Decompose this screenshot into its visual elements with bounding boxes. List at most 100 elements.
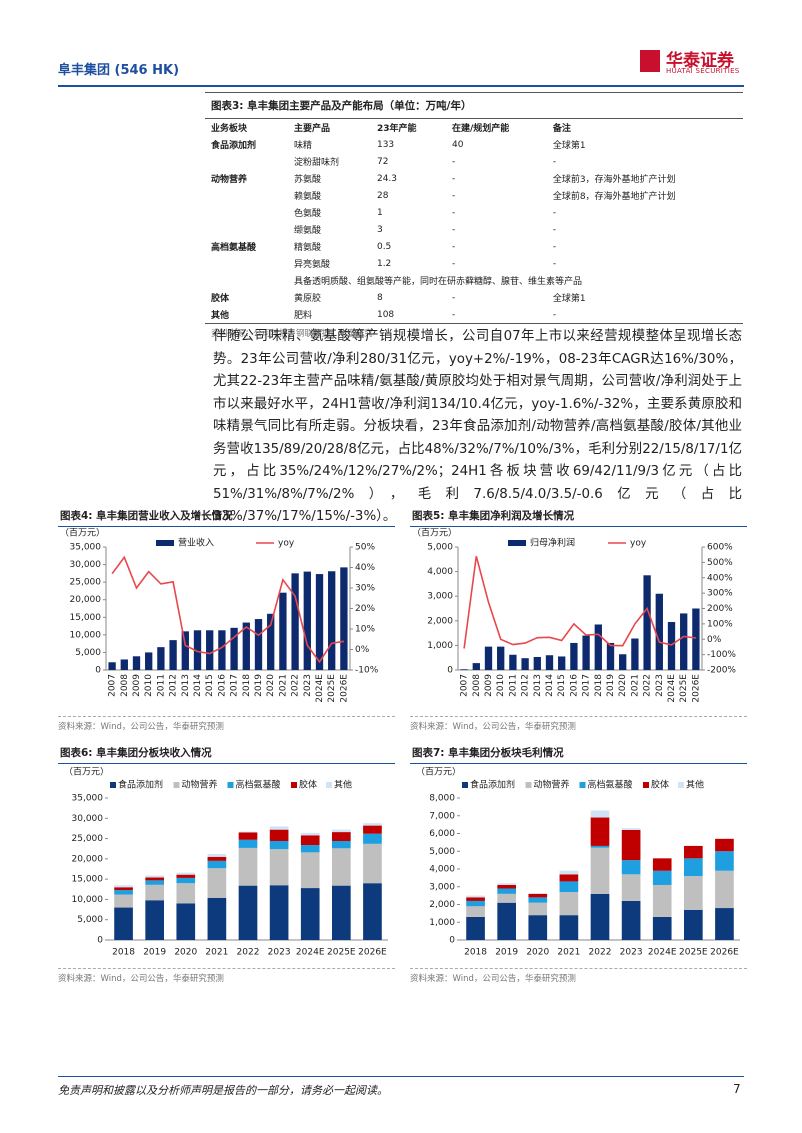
y-tick-label: 30,000 (72, 814, 104, 824)
bar-segment (621, 900, 641, 940)
bar-segment (684, 858, 703, 877)
bar (120, 659, 128, 670)
chart-panel: 图表4: 阜丰集团营业收入及增长情况 （百万元） 0 5,000 10,000 15,0… (58, 508, 395, 732)
unit-label: （百万元） (412, 528, 457, 539)
y-tick-label: 5,000 (427, 543, 453, 553)
bar-segment (590, 817, 610, 846)
x-tick-label: 2022 (237, 948, 260, 958)
legend-swatch (525, 782, 532, 788)
legend-label: 营业收入 (178, 537, 214, 549)
bar-segment (528, 897, 548, 903)
bar-segment (363, 833, 382, 844)
y-tick-label: 30,000 (70, 560, 102, 570)
table-cell: 味精 (293, 141, 312, 151)
table-cell: - (445, 306, 547, 324)
table-block: 图表3: 阜丰集团主要产品及产能布局（单位：万吨/年） 业务板块 主要产品 23年产… (205, 92, 743, 342)
footer-rule (58, 1076, 744, 1077)
bar-segment (559, 874, 579, 882)
table-cell: 全球前3，存海外基地扩产计划 (552, 175, 676, 185)
y-tick-label: 300% (707, 589, 733, 599)
bar (667, 622, 676, 670)
legend-swatch (173, 782, 180, 788)
bar (132, 656, 141, 670)
table-row: 胶体 黄原胶 8 - 全球第1 (205, 289, 743, 306)
column-header: 在建/规划产能 (451, 124, 510, 134)
bar (230, 627, 238, 670)
legend-label: 动物营养 (182, 779, 218, 791)
x-tick-label: 2012 (521, 674, 531, 697)
legend-label: 胶体 (651, 779, 669, 791)
bar-segment (114, 885, 133, 888)
table-cell: 其他 (205, 306, 288, 324)
y-tick-label: 5,000 (429, 847, 455, 857)
x-tick-label: 2010 (144, 674, 154, 697)
legend-swatch (291, 782, 297, 788)
y-tick-label: 400% (707, 573, 733, 583)
table-cell: 24.3 (376, 173, 398, 184)
x-tick-label: 2018 (594, 674, 604, 697)
bar-segment (621, 860, 641, 875)
bar (472, 663, 480, 670)
x-tick-label: 2020 (266, 674, 276, 697)
x-tick-label: 2017 (582, 674, 592, 697)
x-tick-label: 2026E (358, 948, 387, 958)
page-number: 7 (733, 1082, 741, 1096)
bar-segment (497, 888, 516, 894)
bar-segment (466, 895, 485, 898)
table-cell: 食品添加剂 (211, 141, 257, 151)
bar (643, 575, 651, 670)
x-tick-label: 2023 (268, 948, 291, 958)
y-tick-label: 15,000 (70, 613, 102, 623)
bar-segment (114, 894, 133, 908)
y-tick-label: 600% (707, 543, 733, 553)
bar-segment (621, 828, 641, 830)
line-series (111, 555, 345, 664)
bar-segment (114, 887, 133, 891)
table-cell: 全球第1 (552, 294, 586, 304)
legend-label: 食品添加剂 (470, 779, 515, 791)
y-tick-label: 0 (447, 666, 453, 676)
unit-label: （百万元） (60, 528, 105, 539)
bar (315, 574, 324, 670)
y-tick-label: 2,000 (429, 900, 455, 910)
bar-segment (332, 841, 351, 849)
x-tick-label: 2022 (589, 948, 612, 958)
bar-segment (207, 897, 227, 940)
bar (594, 624, 602, 670)
bar-segment (652, 858, 672, 871)
bar (328, 571, 336, 670)
x-tick-label: 2017 (230, 674, 240, 697)
x-tick-label: 2013 (181, 674, 191, 697)
logo-icon (640, 50, 660, 72)
y-tick-label: 3,000 (427, 592, 453, 602)
bar-segment (300, 832, 320, 836)
legend-label: 其他 (334, 779, 352, 791)
bar-segment (300, 835, 320, 846)
bar-segment (300, 845, 320, 853)
bar (157, 647, 165, 670)
table-cell: 全球前8，存海外基地扩产计划 (552, 192, 676, 202)
table-cell: - (552, 241, 557, 252)
y-tick-label: 0% (707, 635, 722, 645)
bar-segment (269, 849, 289, 886)
table-cell: 全球第1 (552, 141, 586, 151)
x-tick-label: 2010 (496, 674, 506, 697)
bar-segment (528, 902, 548, 916)
table-cell: 肥料 (287, 306, 371, 324)
table-row: 缬氨酸 3 - - (205, 221, 743, 238)
bar-segment (114, 907, 133, 940)
bar-segment (145, 900, 164, 940)
table-cell (205, 221, 288, 238)
table-cell: 黄原胶 (293, 294, 321, 304)
table-row: 其他 肥料 108- - (205, 306, 743, 324)
y-tick-label: 50% (355, 543, 375, 553)
chart-panel: 图表7: 阜丰集团分板块毛利情况 （百万元） 0 1,000 2,000 3,000 4,… (410, 745, 747, 984)
legend-label: yoy (278, 539, 295, 549)
legend-label: yoy (630, 539, 647, 549)
table-cell: 动物营养 (211, 175, 248, 185)
x-tick-label: 2011 (508, 674, 518, 697)
bar (619, 654, 627, 670)
table-cell: 淀粉甜味剂 (293, 158, 339, 168)
chart-title: 图表4: 阜丰集团营业收入及增长情况 (58, 508, 395, 527)
x-tick-label: 2026E (710, 948, 739, 958)
